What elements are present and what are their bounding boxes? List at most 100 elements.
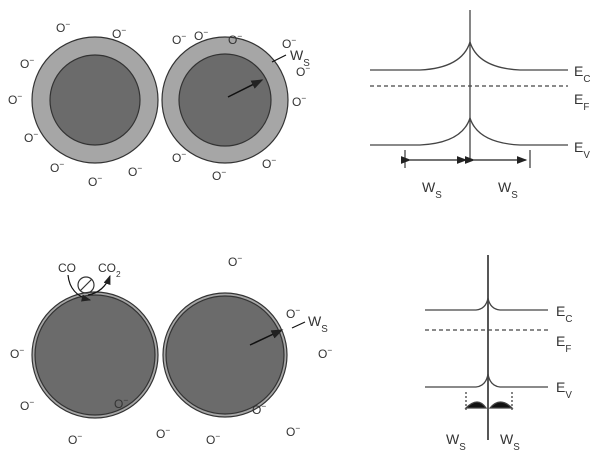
ion-label-sup: − [137, 163, 142, 173]
ion-label: O− [112, 25, 126, 41]
band-label: EC [574, 63, 590, 85]
ion-label-sup: − [165, 425, 170, 435]
top-bands [370, 10, 568, 168]
band-label-base: E [556, 333, 565, 349]
shell-width-label-sub: S [303, 58, 310, 69]
ion-label-base: O [68, 433, 77, 447]
band-label-sub: F [565, 344, 571, 355]
ion-label: O− [10, 345, 24, 361]
band-label: EV [574, 139, 590, 161]
ion-label: O− [212, 167, 226, 183]
band-label: EF [574, 91, 589, 113]
ion-label-base: O [24, 131, 33, 145]
ion-label-base: O [292, 95, 301, 109]
band-label-sub: C [583, 74, 590, 85]
ion-label: O− [20, 55, 34, 71]
ion-label-sup: − [291, 35, 296, 45]
ion-label-base: O [228, 33, 237, 47]
bottom-bands [425, 255, 548, 440]
ion-label-base: O [50, 161, 59, 175]
ion-label-base: O [156, 427, 165, 441]
ion-label-sup: − [123, 395, 128, 405]
band-label: EF [556, 333, 571, 355]
ion-label: O− [262, 155, 276, 171]
shell-width-label-sub: S [321, 324, 328, 335]
width-label-sub: S [435, 190, 442, 201]
ion-label-base: O [286, 425, 295, 439]
width-label: WS [446, 431, 466, 453]
ion-label: O− [318, 345, 332, 361]
ion-label-sup: − [295, 423, 300, 433]
band-label-sub: V [583, 150, 590, 161]
ion-label: O− [24, 129, 38, 145]
ion-label-sup: − [295, 305, 300, 315]
ion-label-base: O [172, 151, 181, 165]
ion-label-base: O [20, 57, 29, 71]
product-label-base: CO [98, 261, 116, 275]
ion-label-sup: − [301, 93, 306, 103]
width-label-sub: S [513, 442, 520, 453]
ion-label-sup: − [29, 55, 34, 65]
ion-label-sup: − [327, 345, 332, 355]
width-label-base: W [500, 431, 514, 447]
ion-label-sup: − [59, 159, 64, 169]
ion-label-base: O [172, 33, 181, 47]
band-label-base: E [574, 139, 583, 155]
ion-label: O− [252, 401, 266, 417]
ion-label-sup: − [65, 19, 70, 29]
ion-label-sup: − [203, 27, 208, 37]
ion-label: O− [286, 423, 300, 439]
band-label-sub: F [583, 102, 589, 113]
ion-label-sup: − [181, 31, 186, 41]
band-label-base: E [574, 91, 583, 107]
width-label-base: W [422, 179, 436, 195]
ion-label: O− [286, 305, 300, 321]
product-label-sub: 2 [116, 269, 121, 279]
band-label-base: E [556, 379, 565, 395]
ion-label: O− [228, 253, 242, 269]
ion-label-sup: − [121, 25, 126, 35]
ion-label-base: O [228, 255, 237, 269]
reactant-label-base: CO [58, 261, 76, 275]
width-label: WS [498, 179, 518, 201]
width-label-base: W [498, 179, 512, 195]
ion-label-base: O [286, 307, 295, 321]
ion-label-base: O [114, 397, 123, 411]
ion-label-sup: − [77, 431, 82, 441]
ion-label-sup: − [237, 31, 242, 41]
ion-label: O− [8, 91, 22, 107]
ion-label-base: O [194, 29, 203, 43]
width-label: WS [422, 179, 442, 201]
ion-label-base: O [8, 93, 17, 107]
ion-label-sup: − [221, 167, 226, 177]
ion-label-base: O [56, 21, 65, 35]
ion-label-base: O [262, 157, 271, 171]
width-label-base: W [446, 431, 460, 447]
ion-label-sup: − [19, 345, 24, 355]
ion-label-sup: − [17, 91, 22, 101]
ion-label-sup: − [29, 397, 34, 407]
ion-label: O− [292, 93, 306, 109]
ion-label-sup: − [271, 155, 276, 165]
ion-label: O− [56, 19, 70, 35]
ion-label-base: O [20, 399, 29, 413]
bottom-grains [32, 275, 305, 418]
shell-width-label-base: W [290, 47, 304, 63]
ion-label-base: O [128, 165, 137, 179]
shell-width-label: WS [308, 313, 328, 335]
ion-label-sup: − [33, 129, 38, 139]
width-label-sub: S [459, 442, 466, 453]
band-label-base: E [574, 63, 583, 79]
ion-label: O− [88, 173, 102, 189]
ion-label-sup: − [261, 401, 266, 411]
shell-width-label-base: W [308, 313, 322, 329]
band-label: EV [556, 379, 572, 401]
figure: O−O−O−O−O−O−O−O−O−O−O−O−O−O−O−O−O−O−O−O−… [0, 0, 599, 454]
ion-label-base: O [212, 169, 221, 183]
ion-label: O− [68, 431, 82, 447]
ion-label-base: O [206, 433, 215, 447]
ion-label: O− [20, 397, 34, 413]
width-label: WS [500, 431, 520, 453]
ion-label-sup: − [97, 173, 102, 183]
ion-label: O− [206, 431, 220, 447]
